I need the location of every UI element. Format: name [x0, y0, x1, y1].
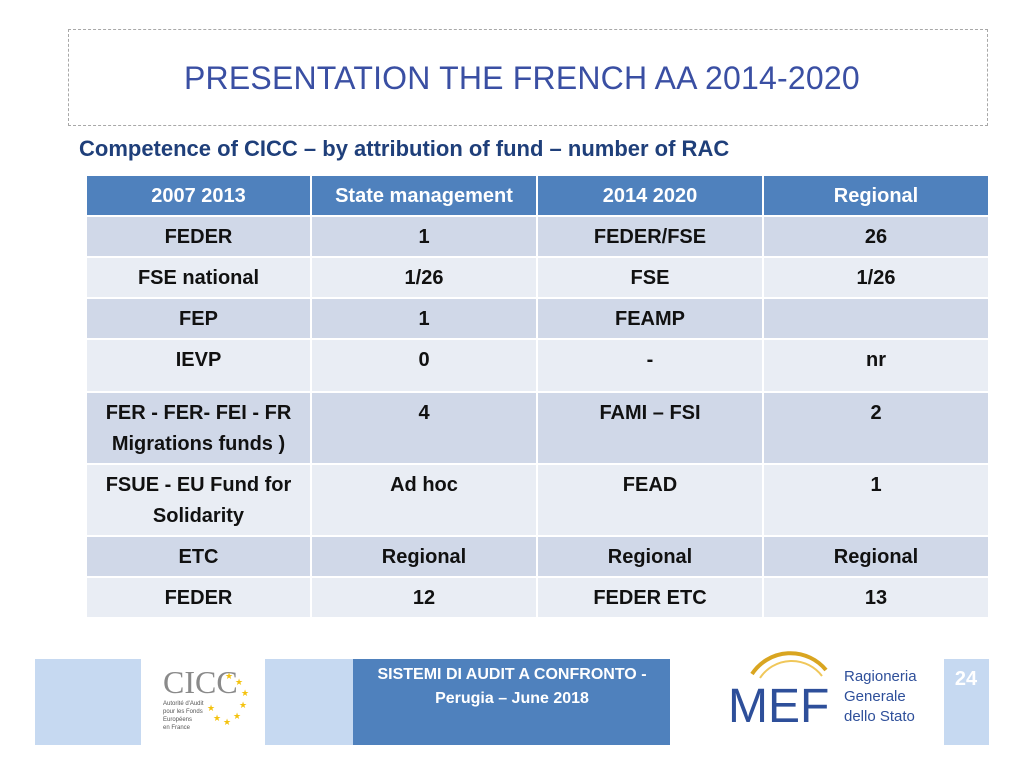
svg-text:★: ★: [223, 718, 231, 728]
footer-event-line-1: SISTEMI DI AUDIT A CONFRONTO -: [377, 666, 647, 683]
table-header-row: 2007 2013 State management 2014 2020 Reg…: [85, 174, 990, 217]
table-cell: 26: [762, 215, 990, 258]
table-cell: FEDER: [85, 576, 312, 619]
table-cell: FEDER ETC: [536, 576, 764, 619]
footer-event-panel: [353, 659, 670, 745]
mef-caption-3: dello Stato: [844, 708, 915, 725]
table-cell: FEDER/FSE: [536, 215, 764, 258]
table-cell: 1/26: [762, 256, 990, 299]
page-number: 24: [954, 668, 978, 690]
mef-arc-icon: [750, 651, 828, 676]
footer-event-text: SISTEMI DI AUDIT A CONFRONTO - Perugia –…: [354, 663, 670, 711]
table-row: FSUE - EU Fund for Solidarity Ad hoc FEA…: [85, 463, 990, 537]
table-cell: Regional: [762, 535, 990, 578]
table-cell: FAMI – FSI: [536, 391, 764, 465]
table-row: FEP 1 FEAMP: [85, 297, 990, 340]
table-cell: 1: [310, 297, 538, 340]
table-cell: FEP: [85, 297, 312, 340]
cicc-logo: CICC Autorité d'Audit pour les Fonds Eur…: [163, 664, 249, 731]
svg-text:★: ★: [241, 689, 249, 699]
table-cell: Regional: [310, 535, 538, 578]
table-cell: FER - FER- FEI - FR Migrations funds ): [85, 391, 312, 465]
table-cell: -: [536, 338, 764, 393]
table-row: FEDER 12 FEDER ETC 13: [85, 576, 990, 619]
mef-logo-text: MEF: [728, 680, 829, 733]
table-cell: nr: [762, 338, 990, 393]
table-cell: FEAMP: [536, 297, 764, 340]
table-cell: Ad hoc: [310, 463, 538, 537]
footer-band-left: [35, 659, 141, 745]
table-cell: Regional: [536, 535, 764, 578]
table-cell: 12: [310, 576, 538, 619]
slide-title: PRESENTATION THE FRENCH AA 2014-2020: [184, 60, 860, 96]
title-frame: PRESENTATION THE FRENCH AA 2014-2020: [68, 29, 988, 126]
table-cell: 4: [310, 391, 538, 465]
table-row: IEVP 0 - nr: [85, 338, 990, 393]
svg-text:★: ★: [235, 678, 243, 688]
svg-text:★: ★: [233, 712, 241, 722]
header-regional: Regional: [762, 174, 990, 217]
competence-table: 2007 2013 State management 2014 2020 Reg…: [85, 174, 990, 619]
eu-stars-icon: ★ ★ ★ ★ ★ ★ ★ ★: [207, 672, 249, 728]
table-cell: FEDER: [85, 215, 312, 258]
table-cell: ETC: [85, 535, 312, 578]
cicc-logo-text: CICC: [163, 664, 238, 700]
footer-band-mid: [265, 659, 353, 745]
footer-page-panel: [944, 659, 989, 745]
header-period-2014-2020: 2014 2020: [536, 174, 764, 217]
svg-text:★: ★: [213, 714, 221, 724]
header-state-management: State management: [310, 174, 538, 217]
table-cell: 1: [310, 215, 538, 258]
svg-text:★: ★: [225, 672, 233, 682]
table-row: ETC Regional Regional Regional: [85, 535, 990, 578]
mef-caption-2: Generale: [844, 688, 906, 705]
table-cell: [762, 297, 990, 340]
footer-mef-panel: [670, 659, 944, 745]
table-cell: FEAD: [536, 463, 764, 537]
table-cell: FSE national: [85, 256, 312, 299]
mef-inner-arc-icon: [759, 659, 823, 679]
table-row: FSE national 1/26 FSE 1/26: [85, 256, 990, 299]
table-row: FEDER 1 FEDER/FSE 26: [85, 215, 990, 258]
table-cell: FSUE - EU Fund for Solidarity: [85, 463, 312, 537]
table-cell: 13: [762, 576, 990, 619]
footer-event-line-2: Perugia – June 2018: [435, 690, 589, 707]
table-cell: 1: [762, 463, 990, 537]
header-period-2007-2013: 2007 2013: [85, 174, 312, 217]
cicc-logo-caption-1: Autorité d'Audit: [163, 701, 204, 707]
table-cell: IEVP: [85, 338, 312, 393]
cicc-logo-caption-3: Européens: [163, 717, 192, 723]
svg-text:★: ★: [207, 704, 215, 714]
mef-caption-1: Ragioneria: [844, 668, 917, 685]
cicc-logo-caption-4: en France: [163, 725, 191, 731]
mef-logo: MEF Ragioneria Generale dello Stato: [728, 651, 917, 733]
table-cell: 1/26: [310, 256, 538, 299]
table-cell: 0: [310, 338, 538, 393]
table-cell: FSE: [536, 256, 764, 299]
slide-subtitle: Competence of CICC – by attribution of f…: [79, 136, 730, 161]
svg-text:★: ★: [239, 701, 247, 711]
table-row: FER - FER- FEI - FR Migrations funds ) 4…: [85, 391, 990, 465]
footer-cicc-panel: [141, 659, 265, 745]
table-cell: 2: [762, 391, 990, 465]
cicc-logo-caption-2: pour les Fonds: [163, 709, 203, 715]
